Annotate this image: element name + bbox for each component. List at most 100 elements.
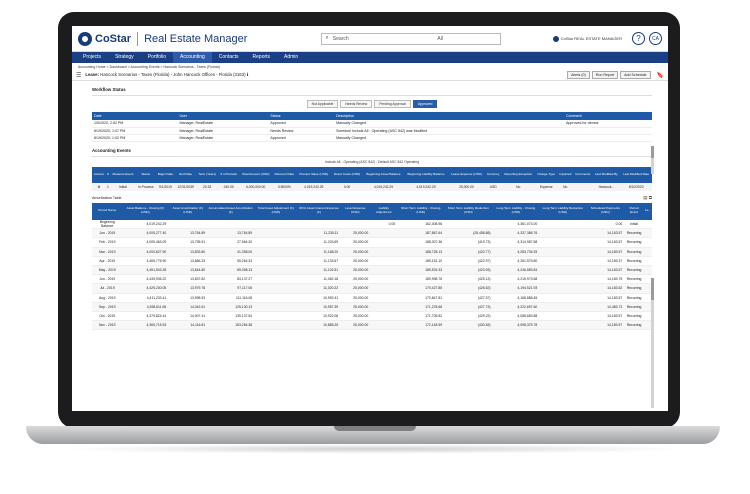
column-header-period-name[interactable]: Period Name [92,202,123,220]
column-header-user[interactable]: User [177,112,269,120]
column-header-total-amount-usd[interactable]: Total Amount (USD) [239,166,273,183]
column-header-status[interactable]: Status [135,166,156,183]
column-header-short-term-liability-reduction-usd[interactable]: Short Term Liability Reduction (USD) [444,202,493,220]
table-cell: (429.22) [444,311,493,322]
column-header-comments[interactable]: Comments [573,166,593,183]
column-header-currency[interactable]: Currency [484,166,502,183]
column-header-measure-event[interactable]: Measure Event [110,166,136,183]
column-header-reporting-exception[interactable]: Reporting Exception [501,166,536,183]
table-row[interactable]: Jun - 2019 4,435,935.22 13,837.82 83,137.27… [92,274,652,285]
column-header-discount-rate[interactable]: Discount Rate [272,166,297,183]
filter-approved[interactable]: Approved [412,100,438,108]
column-header-term-years[interactable]: Term (Years) [196,166,219,183]
column-header-period-event[interactable]: Period Event [624,202,644,220]
column-header-begin-date[interactable]: Begin Date [155,166,176,183]
table-cell: 172,145.59 [397,320,445,331]
filter-needs-review[interactable]: Needs Review [340,100,373,108]
table-cell: 4,215,973.68 [492,274,540,285]
logo-text[interactable]: CoStar [95,32,132,45]
table-cell: 14,183.57 [586,293,625,303]
table-row[interactable]: Aug - 2019 4,411,233.41 13,998.53 111,116.0… [92,293,652,303]
nav-item-admin[interactable]: Admin [284,54,299,60]
column-header-status[interactable]: Status [268,112,335,120]
table-cell [254,302,298,312]
column-header-long-term-liability-closing-usd[interactable]: Long Term Liability - Closing (USD) [492,202,540,220]
breadcrumb[interactable]: Accounting Home > Dashboard > Accounting… [78,65,220,69]
table-row[interactable]: Beginning Balance 4,019,242.29 0.00 162,408… [92,219,652,230]
table-row[interactable]: 1/5/2020, 2:52 PM Manager, RealEstate Appr… [92,120,652,128]
filter-pending-approval[interactable]: Pending Approval [374,100,411,108]
table-row[interactable]: ⚙ 1 Initial In Process 9/1/2019 12/31/2039 20.… [92,182,652,191]
nav-item-accounting[interactable]: Accounting [173,52,212,63]
column-header-last-modified-date[interactable]: Last Modified Date [620,166,652,183]
nav-item-contacts[interactable]: Contacts [218,54,239,60]
table-cell: (430.45) [444,320,493,331]
column-header-asset-amortization-f-usd[interactable]: Asset Amortization (F) (USD) [168,202,208,220]
workflow-scrollbar[interactable] [651,146,654,174]
column-header-direct-costs-usd[interactable]: Direct Costs (USD) [331,166,364,183]
export-icons[interactable]: ▤ ⧉ [643,194,652,200]
column-header-short-term-liability-closing-usd[interactable]: Short Term Liability - Closing (USD) [397,202,445,220]
column-header-beginning-liability-balance[interactable]: Beginning Liability Balance [403,166,448,183]
column-header-date[interactable]: Date [92,112,178,120]
column-header-accumulated-asset-amortization-f[interactable]: Accumulated Asset Amortization (F) [207,202,255,220]
column-header-of-periods[interactable]: # of Periods [218,166,240,183]
column-header-le[interactable]: Le... [643,202,652,220]
column-header-comment[interactable]: Comment [564,112,652,120]
filter-not-applicable[interactable]: Not Applicable [306,100,339,108]
column-header-charge-type[interactable]: Charge Type [535,166,558,183]
help-icon[interactable]: ? [632,32,645,45]
column-header-present-value-usd[interactable]: Present Value (USD) [296,166,332,183]
column-header-scheduled-payments-usd[interactable]: Scheduled Payments (USD) [586,202,625,220]
nav-item-strategy[interactable]: Strategy [115,54,134,60]
search-scope-select[interactable]: All [437,35,443,42]
costar-logo-icon[interactable] [78,31,92,46]
column-header-actions[interactable]: Actions [92,166,106,183]
table-row[interactable]: May - 2019 4,451,943.28 13,844.80 69,098.13… [92,265,652,276]
nav-item-portfolio[interactable]: Portfolio [147,54,167,60]
gear-icon[interactable]: ⚙ [92,182,106,191]
column-header-liability-adjustment[interactable]: Liability Adjustment [370,202,398,220]
column-header-level-expense-usd[interactable]: Level Expense (USD) [340,202,371,220]
table-cell: 14,163.57 [586,265,625,276]
alerts-button[interactable]: Alerts (0) [567,71,590,79]
column-header-end-date[interactable]: End Date [175,166,197,183]
amortization-scrollbar[interactable] [651,278,654,408]
search-input[interactable]: ⌕ Search All [321,32,502,45]
column-header-blank[interactable]: # [105,166,111,183]
table-cell: Jul - 2019 [92,283,123,294]
table-row[interactable]: Nov - 2019 4,365,715.53 14,116.81 153,254.3… [92,320,652,331]
table-row[interactable]: 8/19/2020, 1:02 PM Manager, RealEstate App… [92,134,652,142]
column-header-description[interactable]: Description [334,112,565,120]
nav-item-projects[interactable]: Projects [83,54,102,60]
column-header-total-asset-adjustment-f-usd[interactable]: Total Asset Adjustment (F) (USD) [254,202,298,220]
table-cell: 4,246,583.84 [492,265,540,276]
table-row[interactable]: Oct - 2019 4,379,824.44 14,007.41 139,137.5… [92,311,652,322]
table-cell: 25,000.00 [340,265,371,276]
column-header-asset-balance-closing-f-usd[interactable]: Asset Balance - Closing (F) (USD) [122,202,169,220]
menu-icon[interactable]: ☰ [76,72,82,79]
column-header-beginning-asset-balance[interactable]: Beginning Asset Balance [363,166,404,183]
amortization-scrollbar-thumb[interactable] [651,278,654,300]
column-header-last-modified-by[interactable]: Last Modified By [592,166,621,183]
table-row[interactable]: Sep - 2019 4,398,611.65 14,042.61 125,130.1… [92,302,652,312]
table-cell [643,237,652,248]
run-report-button[interactable]: Run Report [591,71,619,79]
column-header-lease-expense-usd[interactable]: Lease Expense (USD) [447,166,485,183]
table-cell: 25,000.00 [340,228,371,239]
table-row[interactable]: Jul - 2019 4,425,230.05 13,979.78 97,117.06… [92,283,652,294]
nav-item-reports[interactable]: Reports [252,54,271,60]
info-icon[interactable]: ℹ [246,72,249,77]
column-header-impaired[interactable]: Impaired [557,166,574,183]
bookmark-icon[interactable]: 🔖 [656,72,664,79]
add-schedule-button[interactable]: Add Schedule [620,71,651,79]
table-row[interactable]: Mar - 2019 4,000,627.90 13,833.80 41,398.00… [92,247,652,257]
column-header-rou-asset-interest-expense-f[interactable]: ROU Asset Interest Expense (F) [297,202,341,220]
table-row[interactable]: Apr - 2019 4,465,775.90 13,866.33 55,264.33… [92,256,652,266]
table-row[interactable]: 8/19/2020, 1:07 PM Manager, RealEstate Nee… [92,127,652,135]
user-avatar[interactable]: CA [649,32,662,45]
table-row[interactable]: Feb - 2019 4,005,463.09 13,795.51 27,564.20… [92,237,652,248]
table-row[interactable]: Jun - 2019 4,005,277.40 13,764.89 13,764.89… [92,228,652,239]
column-header-long-term-liability-reduction-usd[interactable]: Long Term Liability Reduction (USD) [539,202,587,220]
workflow-scrollbar-thumb[interactable] [651,146,654,158]
